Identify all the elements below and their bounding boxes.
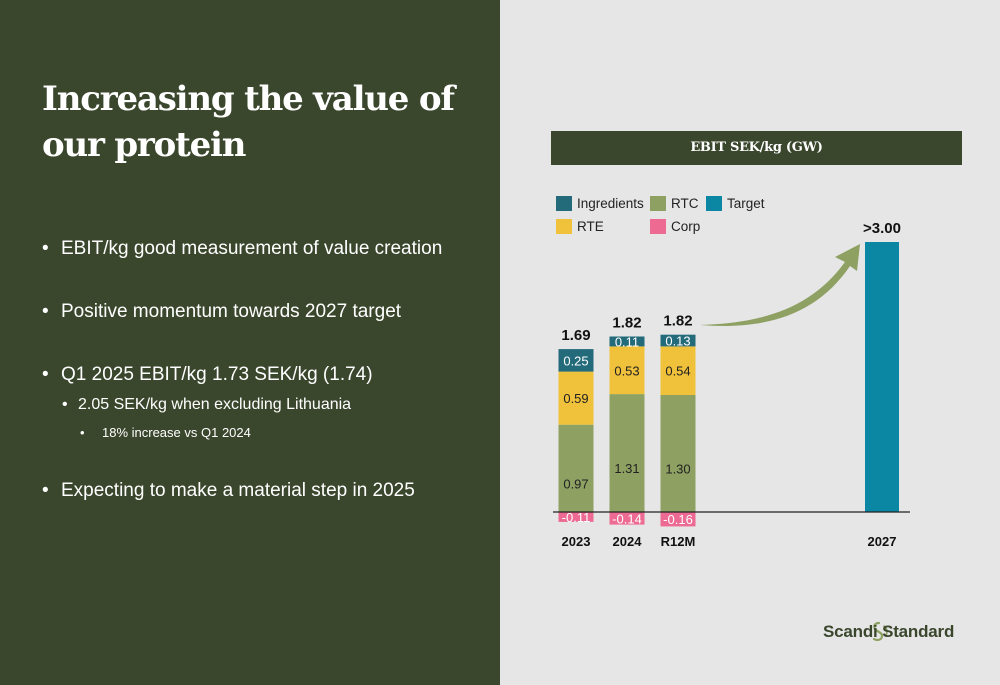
bar-rtc — [609, 394, 645, 512]
right-panel — [500, 0, 1000, 685]
bar-ingredients — [609, 336, 645, 347]
legend-label-target: Target — [727, 196, 765, 211]
bar-rtc — [558, 424, 594, 512]
bar-rte — [609, 346, 645, 395]
bullet-text: Expecting to make a material step in 202… — [61, 480, 415, 501]
x-tick-label: 2023 — [562, 534, 591, 549]
legend-label-corp: Corp — [671, 219, 700, 234]
bullet-text: 2.05 SEK/kg when excluding Lithuania — [78, 396, 352, 413]
slide-title: Increasing the value of our protein — [42, 76, 482, 168]
total-label: 1.82 — [663, 313, 692, 330]
legend-label-rtc: RTC — [671, 196, 699, 211]
legend-swatch-rte — [556, 219, 572, 234]
bullet-dot: • — [42, 238, 49, 259]
bullet-text: Q1 2025 EBIT/kg 1.73 SEK/kg (1.74) — [61, 364, 373, 385]
x-tick-label: R12M — [661, 534, 696, 549]
bar-corp — [609, 512, 645, 525]
bullet-text: Positive momentum towards 2027 target — [61, 301, 402, 322]
legend-swatch-ingredients — [556, 196, 572, 211]
slide-title-line-1: Increasing the value of — [42, 79, 455, 119]
bar-target — [865, 242, 899, 512]
bullet-dot: • — [42, 364, 49, 385]
total-label: >3.00 — [863, 220, 901, 237]
data-label-ingredients: 0.11 — [615, 334, 639, 349]
bullet-dot: • — [62, 396, 68, 413]
bar-corp — [660, 512, 696, 527]
logo-text: Scandi Standard — [823, 622, 955, 641]
data-label-rtc: 0.97 — [563, 476, 588, 491]
data-label-rte: 0.59 — [563, 391, 588, 406]
bar-ingredients — [558, 349, 594, 372]
legend-label-ingredients: Ingredients — [577, 196, 644, 211]
data-label-corp: -0.11 — [562, 510, 591, 525]
x-tick-label: 2027 — [868, 534, 897, 549]
bar-ingredients — [660, 334, 696, 347]
bullet-text: 18% increase vs Q1 2024 — [102, 425, 251, 440]
data-label-rte: 0.53 — [614, 363, 639, 378]
total-label: 1.69 — [561, 327, 590, 344]
legend-label-rte: RTE — [577, 219, 604, 234]
bar-corp — [558, 512, 594, 522]
data-label-rtc: 1.31 — [614, 461, 639, 476]
legend-swatch-rtc — [650, 196, 666, 211]
data-label-ingredients: 0.25 — [563, 353, 588, 368]
bar-rte — [660, 346, 696, 395]
bar-rtc — [660, 395, 696, 512]
legend-swatch-corp — [650, 219, 666, 234]
data-label-rte: 0.54 — [665, 364, 690, 379]
data-label-corp: -0.14 — [612, 511, 642, 526]
chart-title: EBIT SEK/kg (GW) — [551, 131, 962, 165]
bar-rte — [558, 371, 594, 425]
bullet-text: EBIT/kg good measurement of value creati… — [61, 238, 443, 259]
data-label-ingredients: 0.13 — [665, 334, 690, 349]
bullet-dot: • — [42, 480, 49, 501]
left-panel — [0, 0, 500, 685]
data-label-rtc: 1.30 — [665, 462, 690, 477]
logo-icon — [872, 621, 888, 642]
growth-arrow — [700, 244, 860, 326]
legend-swatch-target — [706, 196, 722, 211]
bullet-dot: • — [80, 425, 85, 440]
x-tick-label: 2024 — [613, 534, 643, 549]
data-label-corp: -0.16 — [663, 512, 693, 527]
bullet-dot: • — [42, 301, 49, 322]
slide-title-line-2: our protein — [42, 125, 246, 165]
total-label: 1.82 — [612, 315, 641, 332]
